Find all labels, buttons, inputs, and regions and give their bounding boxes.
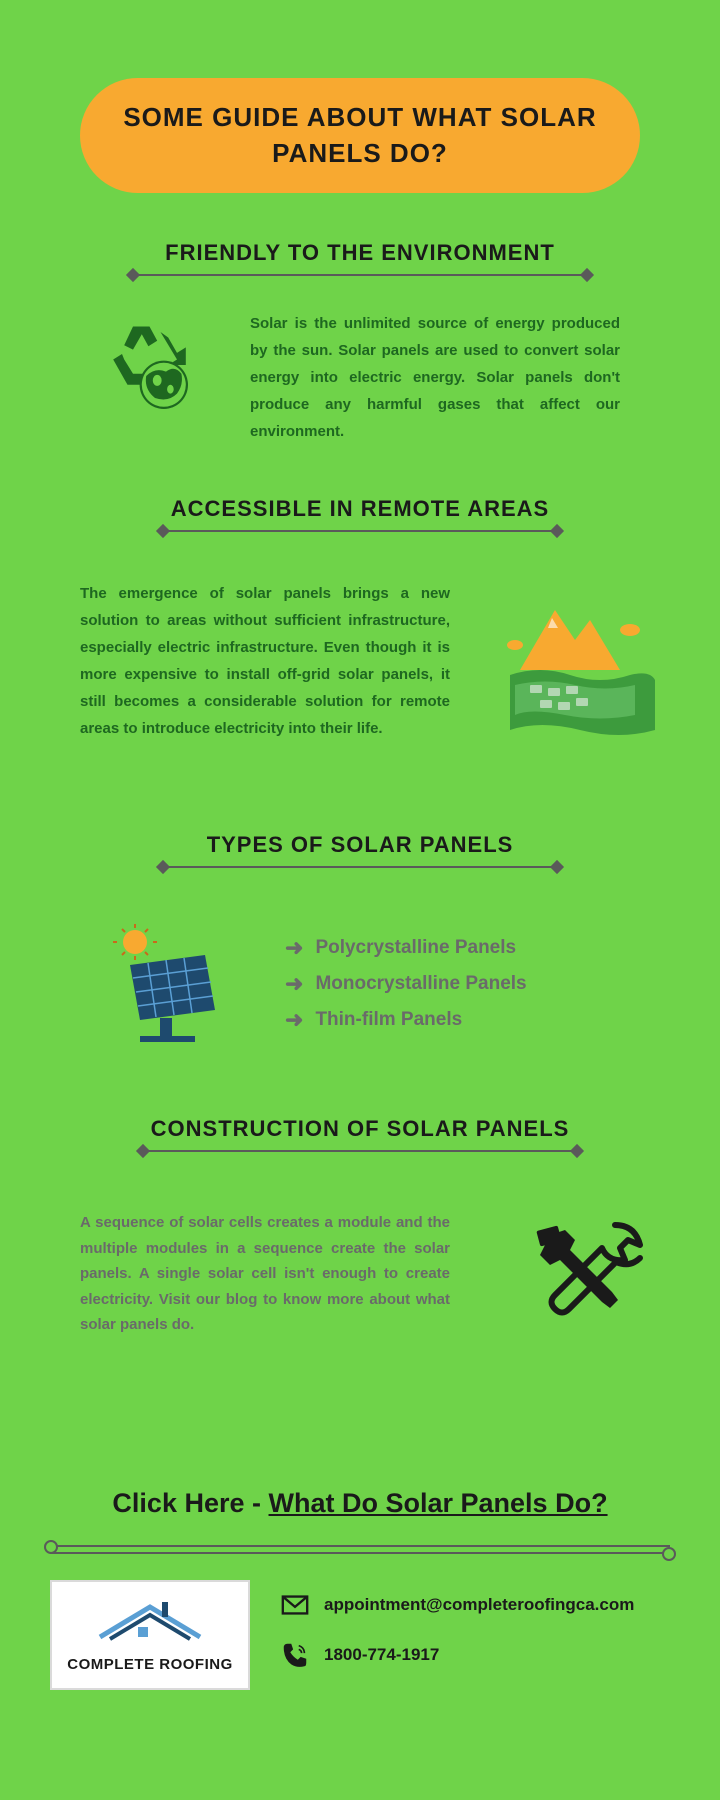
arrow-icon: ➜	[285, 1007, 303, 1033]
contact-phone-row: 1800-774-1917	[280, 1640, 439, 1670]
divider	[50, 1552, 670, 1554]
title-pill: SOME GUIDE ABOUT WHAT SOLAR PANELS DO?	[80, 78, 640, 193]
contact-email-row: appointment@completeroofingca.com	[280, 1590, 634, 1620]
divider	[160, 866, 560, 868]
section-1-body: Solar is the unlimited source of energy …	[250, 310, 620, 445]
solar-panel-icon	[100, 920, 230, 1050]
section-3-heading: TYPES OF SOLAR PANELS	[0, 832, 720, 858]
section-1-heading: FRIENDLY TO THE ENVIRONMENT	[0, 240, 720, 266]
mountain-landscape-icon	[500, 590, 660, 750]
list-item-label: Monocrystalline Panels	[315, 973, 526, 995]
arrow-icon: ➜	[285, 935, 303, 961]
divider	[160, 530, 560, 532]
mail-icon	[280, 1590, 310, 1620]
phone-icon	[280, 1640, 310, 1670]
list-item: ➜ Polycrystalline Panels	[285, 935, 527, 961]
section-2-heading: ACCESSIBLE IN REMOTE AREAS	[0, 496, 720, 522]
section-2-body: The emergence of solar panels brings a n…	[80, 580, 450, 742]
divider	[140, 1150, 580, 1152]
list-item-label: Thin-film Panels	[315, 1009, 462, 1031]
brand-logo: COMPLETE ROOFING	[50, 1580, 250, 1690]
cta-link[interactable]: What Do Solar Panels Do?	[269, 1488, 608, 1518]
hammer-wrench-icon	[520, 1210, 660, 1350]
brand-name: COMPLETE ROOFING	[67, 1656, 233, 1673]
arrow-icon: ➜	[285, 971, 303, 997]
list-item: ➜ Monocrystalline Panels	[285, 971, 527, 997]
panel-types-list: ➜ Polycrystalline Panels ➜ Monocrystalli…	[285, 935, 527, 1043]
divider	[130, 274, 590, 276]
contact-phone[interactable]: 1800-774-1917	[324, 1645, 439, 1665]
recycle-globe-icon	[100, 310, 210, 420]
section-4-body: A sequence of solar cells creates a modu…	[80, 1210, 450, 1338]
contact-email[interactable]: appointment@completeroofingca.com	[324, 1595, 634, 1615]
cta-prefix: Click Here -	[112, 1488, 261, 1518]
roof-icon	[90, 1597, 210, 1652]
cta-row: Click Here - What Do Solar Panels Do?	[0, 1488, 720, 1519]
page-title: SOME GUIDE ABOUT WHAT SOLAR PANELS DO?	[120, 100, 600, 170]
section-4-heading: CONSTRUCTION OF SOLAR PANELS	[0, 1116, 720, 1142]
list-item-label: Polycrystalline Panels	[315, 937, 516, 959]
list-item: ➜ Thin-film Panels	[285, 1007, 527, 1033]
divider	[50, 1545, 670, 1547]
